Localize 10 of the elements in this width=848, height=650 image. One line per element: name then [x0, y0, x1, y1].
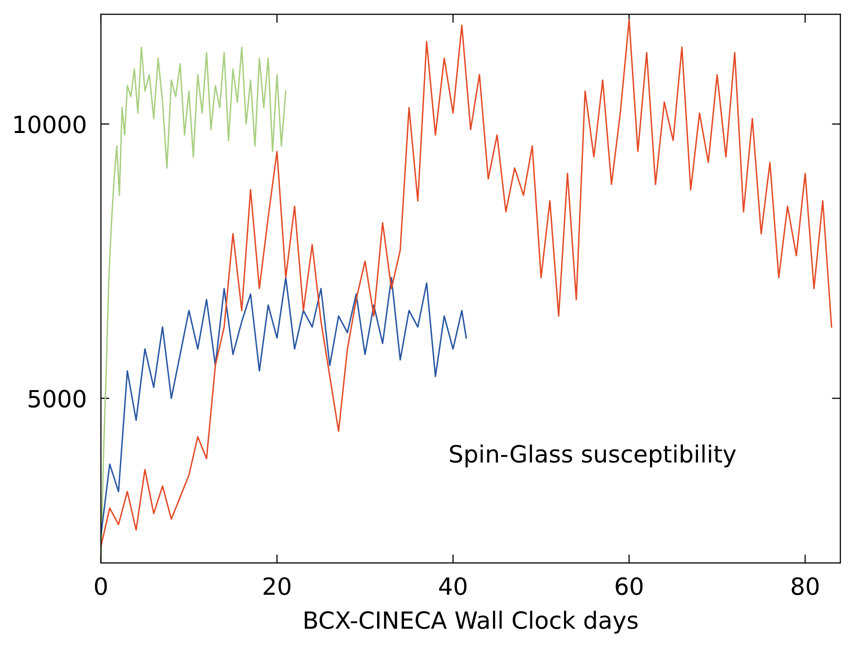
line-series: [100, 19, 832, 548]
x-tick-label: 20: [264, 577, 290, 596]
y-tick-label: 10000: [14, 115, 86, 134]
annotation: Spin-Glass susceptibility: [450, 444, 736, 468]
x-axis-title: BCX-CINECA Wall Clock days: [304, 610, 638, 634]
x-tick-label: 60: [616, 577, 643, 596]
x-tick-label: 0: [94, 577, 107, 596]
x-tick-label: 80: [792, 577, 819, 596]
x-tick-label: 40: [439, 577, 466, 596]
y-tick-label: 5000: [28, 390, 86, 408]
